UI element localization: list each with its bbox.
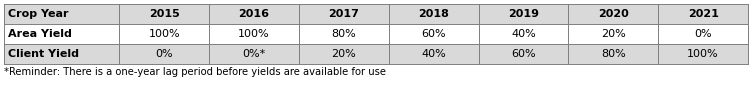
Bar [658,4,748,24]
Bar [209,4,299,24]
Text: 2020: 2020 [598,9,629,19]
Bar [299,4,389,24]
Bar [478,24,569,44]
Text: 2016: 2016 [238,9,269,19]
Text: 40%: 40% [421,49,446,59]
Text: 100%: 100% [687,49,719,59]
Bar [569,4,658,24]
Text: 20%: 20% [332,49,356,59]
Text: 0%*: 0%* [242,49,265,59]
Bar [658,24,748,44]
Bar [120,44,209,64]
Text: 20%: 20% [601,29,626,39]
Text: Area Yield: Area Yield [8,29,72,39]
Bar [120,4,209,24]
Text: Crop Year: Crop Year [8,9,68,19]
Text: 80%: 80% [332,29,356,39]
Bar [569,24,658,44]
Bar [658,44,748,64]
Text: 0%: 0% [156,49,173,59]
Bar [478,4,569,24]
Bar [299,24,389,44]
Bar [569,44,658,64]
Bar [478,44,569,64]
Text: 2018: 2018 [418,9,449,19]
Text: 60%: 60% [511,49,535,59]
Text: 0%: 0% [694,29,712,39]
Text: 2015: 2015 [149,9,180,19]
Text: 2021: 2021 [687,9,718,19]
Bar [120,24,209,44]
Text: 2019: 2019 [508,9,539,19]
Text: 2017: 2017 [329,9,359,19]
Bar [4,4,120,24]
Bar [299,44,389,64]
Bar [4,44,120,64]
Text: 100%: 100% [238,29,270,39]
Text: 40%: 40% [511,29,536,39]
Bar [4,24,120,44]
Text: 100%: 100% [148,29,180,39]
Bar [209,44,299,64]
Text: 60%: 60% [421,29,446,39]
Text: Client Yield: Client Yield [8,49,79,59]
Bar [209,24,299,44]
Bar [389,4,478,24]
Bar [389,24,478,44]
Text: 80%: 80% [601,49,626,59]
Text: *Reminder: There is a one-year lag period before yields are available for use: *Reminder: There is a one-year lag perio… [4,67,386,77]
Bar [389,44,478,64]
